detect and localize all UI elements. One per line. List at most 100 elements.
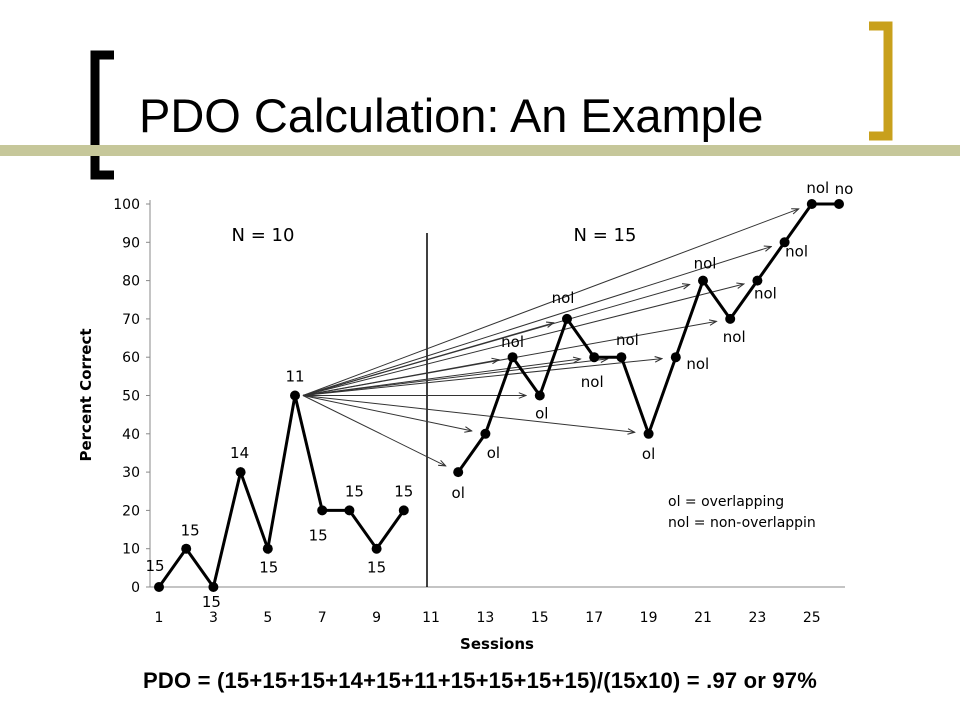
data-point [262,543,273,554]
series-line [157,395,406,591]
point-label: 15 [202,593,221,611]
y-tick-label: 30 [122,465,140,481]
x-tick-label: 25 [803,610,821,626]
comparison-arrow [302,359,580,396]
y-tick-label: 70 [122,312,140,328]
y-tick-labels: 0 10 20 30 40 50 60 70 80 90 100 [113,197,150,596]
point-label: nol [552,289,575,307]
x-axis-title: Sessions [460,635,534,653]
point-label: 14 [230,444,249,462]
point-label: nol [754,285,777,303]
x-tick-label: 17 [585,610,603,626]
point-label: ol [452,484,465,502]
point-label: 15 [394,482,413,500]
x-tick-label: 13 [476,610,494,626]
data-point [507,352,518,363]
x-tick-labels: 1 3 5 7 9 11 13 15 17 19 21 23 25 [155,610,821,626]
point-label: 15 [345,482,364,500]
x-tick-label: 7 [318,610,327,626]
data-point [371,543,382,554]
data-point [806,199,817,209]
x-tick-label: 9 [372,610,381,626]
data-point [589,352,600,363]
phase-2-label: N = 15 [574,225,637,246]
x-tick-label: 21 [694,610,712,626]
comparison-arrow [302,359,608,396]
comparison-arrow [302,209,799,396]
point-label: nol [501,333,524,351]
y-tick-label: 100 [113,197,140,213]
point-label: no [835,180,854,198]
legend-entry-overlapping: ol = overlapping [668,494,784,510]
page-title: PDO Calculation: An Example [133,88,770,143]
comparison-arrow [302,284,690,396]
data-point [698,275,708,286]
comparison-arrow [302,247,771,396]
data-point [235,467,246,478]
y-axis-title: Percent Correct [77,328,95,461]
data-point [398,505,409,516]
comparison-arrows [302,209,799,466]
data-point [208,582,219,592]
x-tick-label: 3 [209,610,218,626]
data-point [453,467,464,478]
data-point [181,543,192,554]
data-point [154,582,164,592]
data-point [534,390,545,401]
point-label: nol [616,331,639,349]
point-label: ol [535,405,548,423]
point-label: 15 [259,559,278,577]
comparison-arrow [302,395,472,431]
data-point [779,237,790,248]
comparison-arrow [302,359,662,396]
y-tick-label: 10 [122,542,140,558]
data-point [344,505,355,516]
point-label: nol [806,179,829,197]
data-point [752,275,763,286]
point-label: 15 [367,559,386,577]
x-tick-label: 23 [748,610,766,626]
y-tick-label: 90 [122,235,140,251]
y-tick-label: 50 [122,389,140,405]
data-point [834,199,844,209]
comparison-arrow [302,395,635,433]
x-tick-label: 11 [422,610,440,626]
y-tick-label: 0 [131,580,140,596]
x-tick-label: 15 [531,610,549,626]
data-point [317,505,328,516]
comparison-arrow [302,395,446,466]
legend-entry-non-overlapping: nol = non-overlappin [668,515,816,531]
point-label: 15 [145,557,164,575]
point-label: 15 [181,522,200,540]
data-point [725,313,736,324]
point-label: ol [487,444,500,462]
point-label: 15 [309,526,328,544]
y-tick-label: 40 [122,427,140,443]
point-label: nol [694,255,717,273]
comparison-arrow [302,284,744,396]
x-tick-label: 19 [640,610,658,626]
point-label: nol [723,328,746,346]
data-point [616,352,627,363]
y-tick-label: 20 [122,503,140,519]
point-label: nol [686,355,709,373]
data-point [290,390,300,401]
point-label: nol [785,242,808,260]
left-bracket-icon [90,50,114,180]
data-point [480,428,491,439]
phase-1-label: N = 10 [232,225,295,246]
data-points [154,199,844,592]
y-tick-label: 60 [122,350,140,366]
x-tick-label: 1 [155,610,164,626]
y-tick-label: 80 [122,274,140,290]
x-tick-label: 5 [263,610,272,626]
data-point [562,313,572,324]
title-rule [0,145,960,156]
pdo-formula: PDO = (15+15+15+14+15+11+15+15+15+15)/(1… [143,668,817,693]
point-label: 11 [285,368,304,386]
data-point [643,428,654,439]
point-label: nol [581,373,604,391]
right-bracket-icon [869,21,893,141]
